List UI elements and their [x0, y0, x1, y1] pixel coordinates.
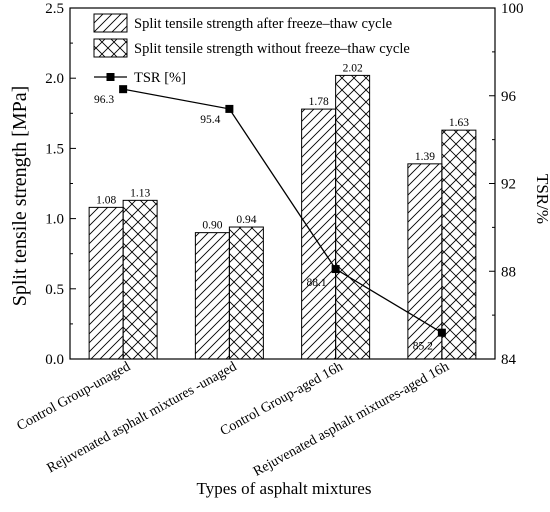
bar-series1 [88, 206, 124, 360]
legend-marker-tsr [106, 73, 115, 81]
tsr-point [331, 265, 340, 274]
tsr-value-label: 85.2 [413, 341, 433, 353]
legend-label-tsr: TSR [%] [134, 70, 186, 86]
y-tick-label-right: 96 [501, 89, 517, 105]
tsr-line: 96.3 95.4 88.1 85.2 [94, 85, 446, 353]
bar-series2 [228, 226, 264, 360]
x-tick-label: Control Group-unaged [15, 359, 133, 434]
axis-right: 84 88 92 96 100 [489, 1, 524, 368]
legend-swatch-series2 [93, 38, 128, 58]
axis-left: 0.0 0.5 1.0 1.5 2.0 2.5 [45, 1, 76, 368]
tsr-value-label: 88.1 [307, 277, 327, 289]
bar-series1 [301, 108, 337, 360]
y-axis-label-left: Split tensile strength [MPa] [9, 86, 31, 307]
tsr-point [437, 328, 446, 337]
legend-label-series1: Split tensile strength after freeze–thaw… [134, 16, 392, 32]
bar-value-label: 0.90 [202, 220, 222, 232]
y-tick-label-right: 88 [501, 264, 516, 280]
tsr-value-label: 95.4 [200, 114, 220, 126]
bar-series1 [407, 163, 443, 360]
y-tick-label-left: 2.0 [45, 71, 64, 87]
bar-value-label: 1.39 [415, 151, 435, 163]
y-tick-label-right: 84 [501, 352, 517, 368]
legend-swatch-series1 [93, 13, 128, 33]
bar-value-label: 1.08 [96, 194, 116, 206]
x-axis-label: Types of asphalt mixtures [197, 479, 372, 498]
tsr-point [119, 85, 128, 94]
tsr-series-line [123, 88, 443, 334]
legend-label-series2: Split tensile strength without freeze–th… [134, 41, 410, 57]
bar-series2 [441, 129, 477, 360]
bar-series2 [122, 199, 158, 360]
tsr-point [225, 104, 234, 113]
x-tick-label: Rejuvenated asphalt mixtures -unaged [45, 359, 240, 476]
bar-value-label: 1.63 [449, 117, 469, 129]
y-tick-label-right: 100 [501, 1, 524, 17]
y-tick-label-right: 92 [501, 177, 516, 193]
y-tick-label-left: 2.5 [45, 1, 64, 17]
bar-value-label: 1.78 [309, 96, 329, 108]
bar-value-label: 1.13 [130, 187, 150, 199]
bars: 1.08 0.90 1.78 1.39 1.13 0.94 2.02 1.63 [88, 62, 477, 360]
y-tick-label-left: 0.5 [45, 282, 64, 298]
tsr-value-label: 96.3 [94, 94, 114, 106]
y-tick-label-left: 0.0 [45, 352, 64, 368]
x-tick-label: Rejuvenated asphalt mixtures-aged 16h [251, 359, 452, 479]
y-tick-label-left: 1.0 [45, 212, 64, 228]
bar-value-label: 0.94 [236, 214, 256, 226]
legend: Split tensile strength after freeze–thaw… [93, 13, 410, 86]
y-tick-label-left: 1.5 [45, 141, 64, 157]
bar-series1 [194, 232, 230, 360]
y-axis-label-right: TSR/% [533, 174, 550, 224]
bar-series2 [335, 74, 371, 360]
bar-value-label: 2.02 [343, 62, 363, 74]
